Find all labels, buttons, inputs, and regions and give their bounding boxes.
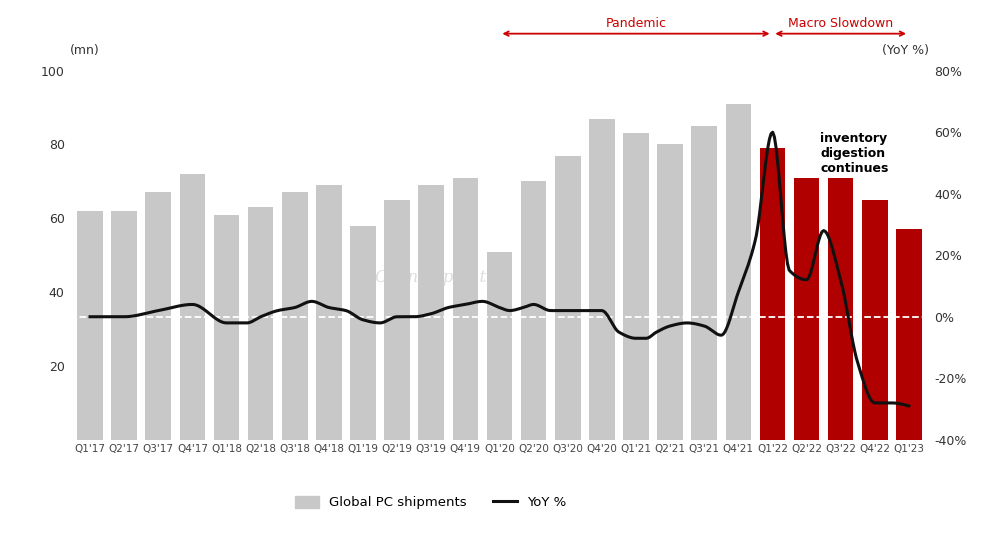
Bar <box>862 200 888 440</box>
Bar <box>623 134 649 440</box>
Bar <box>521 181 547 440</box>
Text: (mn): (mn) <box>70 44 99 57</box>
Bar <box>248 207 273 440</box>
Text: Macro Slowdown: Macro Slowdown <box>788 17 894 30</box>
Bar <box>385 200 410 440</box>
Text: (YoY %): (YoY %) <box>883 44 929 57</box>
Bar <box>180 174 205 440</box>
Bar <box>111 211 137 440</box>
Bar <box>145 192 171 440</box>
Bar <box>828 178 854 440</box>
Bar <box>316 185 342 440</box>
Bar <box>794 178 819 440</box>
Text: Counterpoint: Counterpoint <box>375 269 487 286</box>
Bar <box>282 192 307 440</box>
Legend: Global PC shipments, YoY %: Global PC shipments, YoY % <box>289 490 572 514</box>
Bar <box>555 155 580 440</box>
Bar <box>487 251 512 440</box>
Text: inventory
digestion
continues: inventory digestion continues <box>820 132 889 175</box>
Bar <box>897 229 921 440</box>
Bar <box>214 214 240 440</box>
Bar <box>78 211 102 440</box>
Bar <box>350 226 376 440</box>
Text: Pandemic: Pandemic <box>605 17 666 30</box>
Bar <box>726 104 751 440</box>
Bar <box>759 148 785 440</box>
Bar <box>589 118 614 440</box>
Bar <box>452 178 478 440</box>
Bar <box>657 144 683 440</box>
Bar <box>418 185 444 440</box>
Bar <box>692 126 717 440</box>
